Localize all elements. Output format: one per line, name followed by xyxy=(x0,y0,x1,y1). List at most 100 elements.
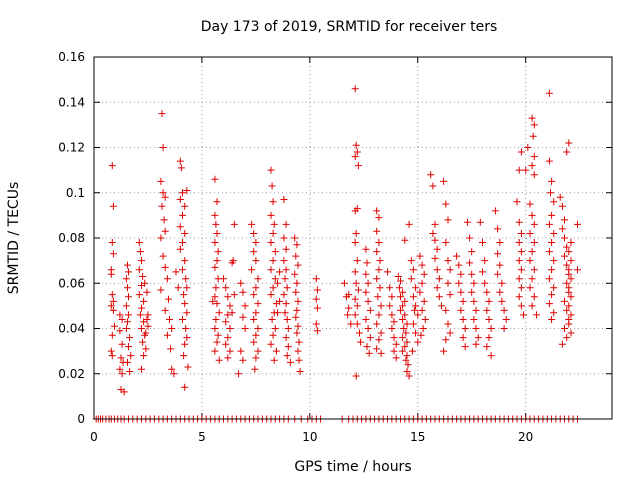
data-point xyxy=(453,252,461,260)
data-point xyxy=(496,261,504,269)
data-point xyxy=(293,279,301,287)
data-point xyxy=(158,202,166,210)
data-point xyxy=(517,248,525,256)
data-point xyxy=(269,257,277,265)
data-point xyxy=(563,148,571,156)
data-point xyxy=(558,225,566,233)
data-point xyxy=(442,306,450,314)
data-point xyxy=(122,275,130,283)
data-point xyxy=(213,338,221,346)
data-point xyxy=(220,275,227,283)
data-point xyxy=(280,196,288,203)
data-point xyxy=(548,211,556,219)
chart-title: Day 173 of 2019, SRMTID for receiver ter… xyxy=(201,19,498,35)
data-point xyxy=(431,220,439,228)
data-point xyxy=(363,343,371,351)
data-point xyxy=(109,250,117,258)
data-point xyxy=(476,218,484,226)
data-point xyxy=(143,288,151,296)
data-point xyxy=(563,334,571,342)
data-point xyxy=(375,336,383,344)
data-point xyxy=(181,340,189,348)
data-point xyxy=(211,211,219,219)
data-point xyxy=(375,311,383,319)
data-point xyxy=(558,202,566,210)
data-point xyxy=(545,89,553,97)
data-point xyxy=(111,322,118,330)
data-point xyxy=(124,358,131,366)
data-point xyxy=(418,279,426,287)
data-point xyxy=(295,338,303,346)
data-point xyxy=(550,284,558,292)
data-point xyxy=(530,220,538,228)
data-point xyxy=(267,211,275,219)
data-point xyxy=(481,257,489,265)
data-point xyxy=(271,248,279,256)
data-point xyxy=(520,311,527,319)
data-point xyxy=(548,239,556,246)
data-point xyxy=(108,291,116,299)
y-tick-label: 0.12 xyxy=(58,141,85,155)
data-point xyxy=(526,257,534,265)
data-point xyxy=(353,302,361,310)
x-tick-label: 15 xyxy=(410,430,425,444)
data-point xyxy=(494,270,502,278)
data-point xyxy=(528,302,536,310)
data-point xyxy=(268,182,276,190)
data-point xyxy=(401,343,409,351)
data-point xyxy=(174,284,182,292)
data-point xyxy=(373,207,381,215)
data-point xyxy=(526,230,534,237)
data-point xyxy=(403,338,411,346)
data-point xyxy=(267,266,275,274)
data-point xyxy=(567,275,575,283)
data-point xyxy=(401,297,409,305)
data-point xyxy=(558,340,566,348)
data-point xyxy=(373,345,381,353)
data-point xyxy=(251,365,259,373)
data-point xyxy=(524,144,532,151)
data-point xyxy=(345,304,353,312)
plot-frame xyxy=(93,56,613,420)
data-point xyxy=(117,354,125,362)
data-point xyxy=(352,372,360,380)
data-point xyxy=(401,311,409,319)
data-point xyxy=(122,302,130,310)
data-point xyxy=(561,297,568,305)
data-point xyxy=(284,343,292,351)
data-point xyxy=(159,189,167,197)
data-point xyxy=(352,141,360,149)
data-point xyxy=(397,277,404,285)
data-point xyxy=(140,297,148,305)
data-point xyxy=(412,284,420,292)
data-point xyxy=(269,230,277,237)
data-point xyxy=(280,234,288,242)
data-point xyxy=(402,329,410,337)
data-point xyxy=(313,304,321,312)
data-point xyxy=(250,291,258,299)
data-point xyxy=(377,349,385,357)
data-point xyxy=(241,302,249,310)
data-point xyxy=(142,345,150,353)
data-point xyxy=(375,239,383,246)
data-point xyxy=(283,352,291,360)
data-point xyxy=(442,336,450,344)
data-point xyxy=(160,216,168,224)
data-point xyxy=(364,279,372,287)
data-point xyxy=(230,220,238,228)
data-point xyxy=(252,354,260,362)
data-point xyxy=(125,343,132,351)
data-point xyxy=(459,316,467,323)
data-point xyxy=(125,268,132,276)
data-point xyxy=(157,286,165,294)
data-point xyxy=(313,327,321,335)
data-point xyxy=(357,338,365,346)
data-point xyxy=(402,356,410,364)
data-point xyxy=(444,320,452,328)
data-point xyxy=(444,257,452,265)
data-point xyxy=(487,352,495,360)
data-point xyxy=(141,279,149,287)
data-point xyxy=(267,340,275,348)
data-point xyxy=(116,327,124,335)
